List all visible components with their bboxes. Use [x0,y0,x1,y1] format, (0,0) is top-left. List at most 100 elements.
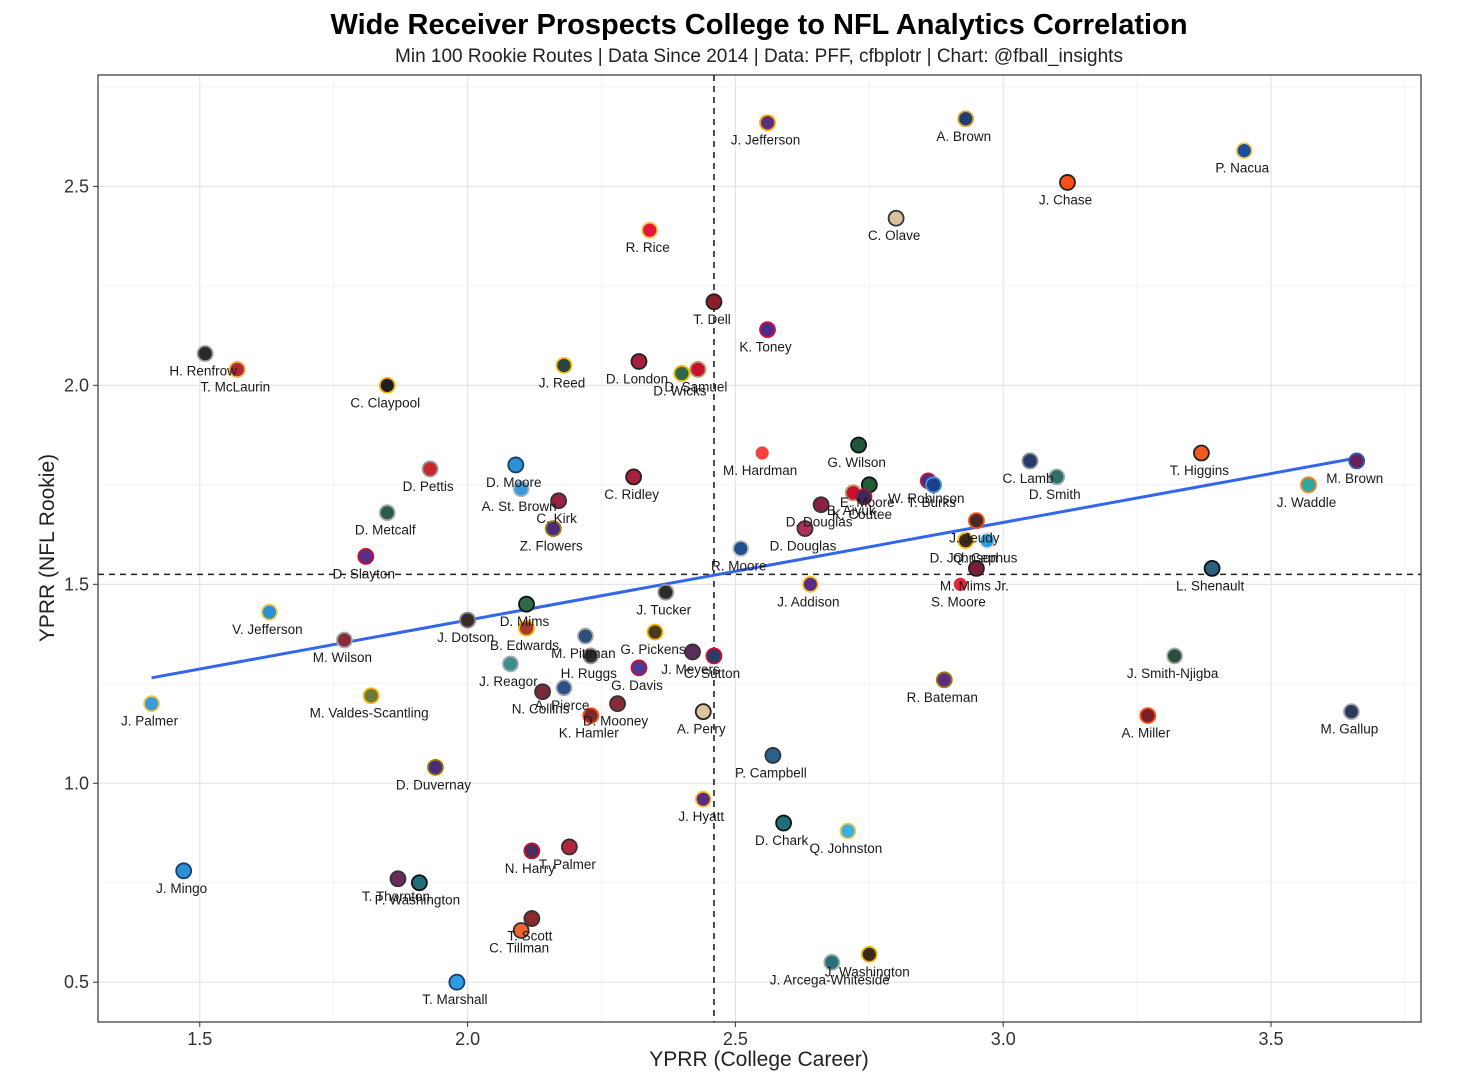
data-point [764,747,782,764]
data-point [427,758,444,776]
point-label: P. Washington [375,893,461,908]
data-point [705,647,723,665]
data-point [957,532,975,549]
point-label: R. Moore [711,559,767,574]
point-label: A. Miller [1121,726,1170,741]
point-label: M. Valdes-Scantling [310,706,429,721]
point-label: D. Mims [500,614,550,629]
point-label: H. Renfrow [169,364,237,379]
data-point [507,456,525,474]
data-point [925,476,942,494]
point-label: L. Shenault [1176,578,1245,593]
data-point [732,540,750,557]
point-label: P. Nacua [1215,161,1269,176]
data-point [1192,444,1210,462]
point-label: D. Chark [755,833,809,848]
x-tick-label: 3.0 [991,1029,1016,1049]
point-label: M. Brown [1326,471,1383,486]
data-point [582,647,600,665]
data-point [957,110,975,128]
point-label: J. Jeudy [949,531,1000,546]
y-tick-label: 1.0 [64,773,89,793]
point-label: J. Arcega-Whiteside [770,972,890,987]
data-point [261,603,278,621]
data-point [389,870,407,888]
y-tick-label: 2.5 [64,176,89,196]
point-label: V. Jefferson [232,622,303,637]
point-label: H. Ruggs [561,666,618,681]
data-point [459,611,476,629]
y-tick-label: 2.0 [64,375,89,395]
data-point [759,114,776,132]
point-label: C. Ridley [604,487,659,502]
data-point [823,953,841,971]
x-tick-label: 2.0 [455,1029,480,1049]
point-label: A. Perry [677,722,726,737]
x-tick-label: 2.5 [723,1029,748,1049]
data-point [646,623,664,641]
point-label: Z. Flowers [520,539,583,554]
data-point [812,496,830,514]
point-label: D. Wicks [653,383,706,398]
point-label: D. Pettis [403,479,454,494]
x-tick-label: 3.5 [1259,1029,1284,1049]
data-point [759,321,776,339]
point-label: C. Lamb [1002,471,1053,486]
data-point [143,695,160,713]
point-label: E. Moore [840,495,895,510]
data-point [378,504,396,522]
data-point [550,492,568,510]
data-point [362,687,380,705]
data-point [694,790,712,808]
y-axis-title: YPRR (NFL Rookie) [36,454,59,642]
data-point [196,345,214,362]
point-label: A. Pierce [535,698,590,713]
point-label: J. Reed [539,375,586,390]
data-point [421,460,439,478]
grid [98,75,1421,1022]
data-point [1166,647,1184,665]
data-point [518,619,535,637]
chart-title: Wide Receiver Prospects College to NFL A… [330,9,1187,41]
point-labels: A. Brown J. Jefferson P. Nacua J. Chase C. O… [121,129,1383,1007]
data-point [1235,142,1253,160]
point-label: J. Chase [1039,192,1092,207]
data-point [968,512,985,530]
point-label: J. Hyatt [678,809,724,824]
point-label: D. Douglas [786,515,853,530]
point-label: J. Washington [825,964,910,979]
point-label: Q. Johnston [809,841,882,856]
point-label: A. St. Brown [482,499,557,514]
point-label: T. Thornton [362,889,430,904]
point-label: J. Smith-Njigba [1127,666,1219,681]
data-point [673,365,691,382]
axis-ticks: 1.5 2.0 2.5 3.0 3.5 0.5 1.0 1.5 2.0 2.5 [64,176,1284,1049]
point-label: T. McLaurin [200,379,270,394]
data-point [625,468,643,486]
point-label: M. Mims Jr. [940,578,1009,593]
point-label: M. Gallup [1320,722,1378,737]
data-point [1059,174,1076,191]
point-label: C. Kirk [536,511,577,526]
data-point [801,575,819,593]
data-point [860,945,878,963]
point-label: J. Mingo [156,881,207,896]
data-point [630,353,648,370]
data-point [534,683,551,701]
point-label: J. Tucker [636,602,691,617]
data-point [175,862,193,880]
point-label: W. Robinson [888,491,965,506]
data-point [887,209,905,227]
point-label: B. Edwards [490,638,559,653]
point-label: J. Dotson [437,630,494,645]
data-point [1300,476,1317,494]
data-point [448,973,466,991]
data-point [641,221,659,239]
point-label: R. Bateman [907,690,978,705]
data-point [753,444,771,462]
data-point [335,631,353,649]
data-point [512,480,530,498]
point-label: J. Addison [777,594,839,609]
point-label: P. Campbell [735,765,807,780]
point-label: D. Moore [486,475,542,490]
